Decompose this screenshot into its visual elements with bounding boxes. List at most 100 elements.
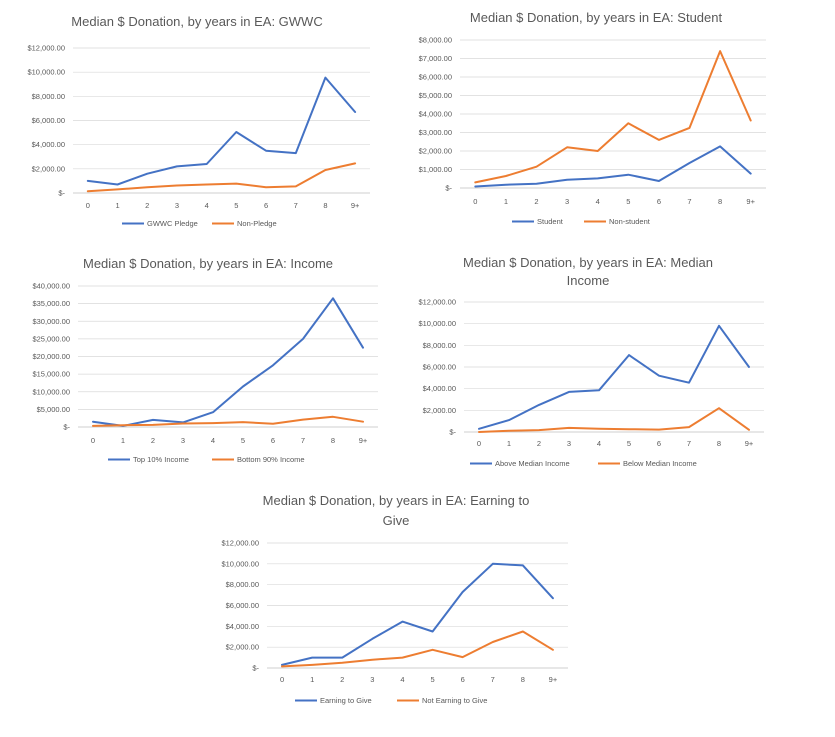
x-tick-label: 8 bbox=[331, 436, 335, 445]
chart-title: Median $ Donation, by years in EA: Incom… bbox=[83, 256, 333, 271]
chart-gwwc: Median $ Donation, by years in EA: GWWC $… bbox=[0, 0, 420, 245]
chart-title: Median $ Donation, by years in EA: Earni… bbox=[263, 493, 530, 508]
y-tick-label: $25,000.00 bbox=[32, 334, 70, 343]
chart-title: Median $ Donation, by years in EA: Media… bbox=[463, 255, 713, 270]
series-line-a bbox=[474, 145, 752, 188]
x-tick-label: 4 bbox=[597, 439, 601, 448]
x-tick-label: 4 bbox=[596, 197, 600, 206]
chart-title: Median $ Donation, by years in EA: GWWC bbox=[71, 14, 322, 29]
y-tick-label: $4,000.00 bbox=[32, 140, 65, 149]
x-tick-label: 9+ bbox=[351, 201, 360, 210]
y-tick-label: $30,000.00 bbox=[32, 317, 70, 326]
x-tick-label: 2 bbox=[537, 439, 541, 448]
x-tick-label: 0 bbox=[280, 675, 284, 684]
y-tick-label: $10,000.00 bbox=[32, 387, 70, 396]
series-line-b bbox=[86, 162, 357, 193]
x-tick-label: 0 bbox=[477, 439, 481, 448]
legend-label: GWWC Pledge bbox=[147, 219, 198, 228]
y-tick-label: $10,000.00 bbox=[27, 68, 65, 77]
x-tick-label: 7 bbox=[687, 197, 691, 206]
x-tick-label: 8 bbox=[521, 675, 525, 684]
legend-label: Not Earning to Give bbox=[422, 696, 487, 705]
chart-svg: Median $ Donation, by years in EA: GWWC $… bbox=[27, 14, 370, 228]
series-line-a bbox=[281, 562, 554, 666]
x-tick-label: 9+ bbox=[549, 675, 558, 684]
x-tick-label: 0 bbox=[473, 197, 477, 206]
y-tick-label: $20,000.00 bbox=[32, 352, 70, 361]
x-tick-label: 0 bbox=[91, 436, 95, 445]
y-tick-label: $4,000.00 bbox=[423, 384, 456, 393]
x-tick-label: 5 bbox=[430, 675, 434, 684]
x-tick-label: 2 bbox=[340, 675, 344, 684]
y-tick-label: $2,000.00 bbox=[423, 406, 456, 415]
chart-svg: Median $ Donation, by years in EA: Stude… bbox=[419, 10, 766, 226]
y-tick-label: $6,000.00 bbox=[419, 73, 452, 82]
x-tick-label: 1 bbox=[121, 436, 125, 445]
chart-title: Income bbox=[567, 273, 610, 288]
series-line-a bbox=[478, 324, 750, 430]
x-tick-label: 6 bbox=[264, 201, 268, 210]
chart-svg: Median $ Donation, by years in EA: Earni… bbox=[221, 493, 568, 705]
x-tick-label: 9+ bbox=[359, 436, 368, 445]
x-tick-label: 7 bbox=[294, 201, 298, 210]
series-line-b bbox=[92, 415, 364, 427]
x-tick-label: 3 bbox=[370, 675, 374, 684]
y-tick-label: $4,000.00 bbox=[419, 110, 452, 119]
x-tick-label: 8 bbox=[717, 439, 721, 448]
x-tick-label: 6 bbox=[657, 439, 661, 448]
x-tick-label: 7 bbox=[301, 436, 305, 445]
y-tick-label: $10,000.00 bbox=[221, 559, 259, 568]
x-tick-label: 3 bbox=[565, 197, 569, 206]
x-tick-label: 7 bbox=[491, 675, 495, 684]
y-tick-label: $12,000.00 bbox=[418, 298, 456, 307]
y-tick-label: $8,000.00 bbox=[419, 36, 452, 45]
series-line-a bbox=[86, 76, 357, 186]
y-tick-label: $1,000.00 bbox=[419, 165, 452, 174]
y-tick-label: $12,000.00 bbox=[27, 44, 65, 53]
x-tick-label: 1 bbox=[507, 439, 511, 448]
y-tick-label: $- bbox=[445, 184, 452, 193]
x-tick-label: 4 bbox=[205, 201, 209, 210]
legend-label: Non-Pledge bbox=[237, 219, 277, 228]
y-tick-label: $6,000.00 bbox=[226, 601, 259, 610]
y-tick-label: $2,000.00 bbox=[32, 164, 65, 173]
x-tick-label: 7 bbox=[687, 439, 691, 448]
x-tick-label: 4 bbox=[400, 675, 404, 684]
x-tick-label: 6 bbox=[461, 675, 465, 684]
chart-title: Median $ Donation, by years in EA: Stude… bbox=[470, 10, 723, 25]
y-tick-label: $35,000.00 bbox=[32, 299, 70, 308]
y-tick-label: $2,000.00 bbox=[419, 147, 452, 156]
y-tick-label: $8,000.00 bbox=[32, 92, 65, 101]
x-tick-label: 8 bbox=[323, 201, 327, 210]
x-tick-label: 2 bbox=[534, 197, 538, 206]
legend-label: Bottom 90% Income bbox=[237, 455, 305, 464]
x-tick-label: 6 bbox=[271, 436, 275, 445]
series-line-a bbox=[92, 297, 364, 427]
chart-income: Median $ Donation, by years in EA: Incom… bbox=[0, 250, 420, 480]
x-tick-label: 2 bbox=[151, 436, 155, 445]
x-tick-label: 2 bbox=[145, 201, 149, 210]
chart-student: Median $ Donation, by years in EA: Stude… bbox=[400, 0, 835, 245]
chart-svg: Median $ Donation, by years in EA: Incom… bbox=[32, 256, 378, 464]
legend-label: Earning to Give bbox=[320, 696, 372, 705]
chart-svg: Median $ Donation, by years in EA: Media… bbox=[418, 255, 764, 468]
x-tick-label: 5 bbox=[234, 201, 238, 210]
legend-label: Top 10% Income bbox=[133, 455, 189, 464]
y-tick-label: $6,000.00 bbox=[423, 363, 456, 372]
y-tick-label: $4,000.00 bbox=[226, 622, 259, 631]
y-tick-label: $8,000.00 bbox=[226, 580, 259, 589]
y-tick-label: $5,000.00 bbox=[37, 405, 70, 414]
y-tick-label: $12,000.00 bbox=[221, 539, 259, 548]
y-tick-label: $10,000.00 bbox=[418, 319, 456, 328]
y-tick-label: $5,000.00 bbox=[419, 91, 452, 100]
y-tick-label: $- bbox=[58, 189, 65, 198]
x-tick-label: 0 bbox=[86, 201, 90, 210]
x-tick-label: 6 bbox=[657, 197, 661, 206]
series-line-b bbox=[281, 630, 554, 668]
series-line-b bbox=[478, 407, 750, 433]
x-tick-label: 1 bbox=[504, 197, 508, 206]
x-tick-label: 1 bbox=[310, 675, 314, 684]
y-tick-label: $8,000.00 bbox=[423, 341, 456, 350]
x-tick-label: 8 bbox=[718, 197, 722, 206]
x-tick-label: 5 bbox=[627, 439, 631, 448]
